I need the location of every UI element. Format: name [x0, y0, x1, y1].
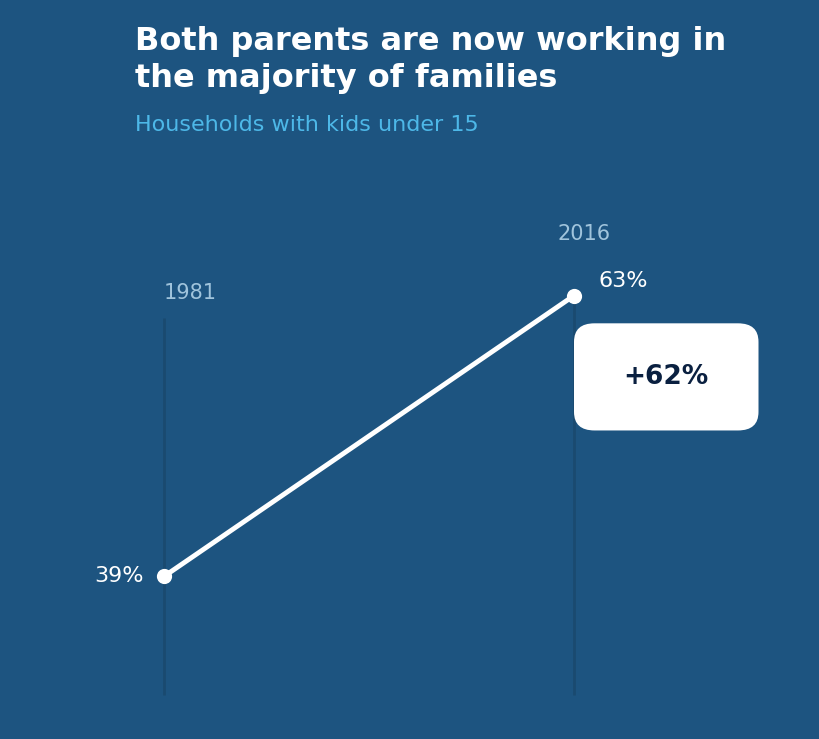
Text: Households with kids under 15: Households with kids under 15 — [135, 115, 478, 134]
Text: +62%: +62% — [623, 364, 708, 390]
FancyBboxPatch shape — [573, 324, 758, 430]
Point — [567, 290, 580, 302]
Text: 39%: 39% — [94, 566, 143, 587]
Point — [157, 571, 170, 582]
Text: 1981: 1981 — [164, 283, 217, 303]
Text: 63%: 63% — [598, 270, 647, 291]
Text: the majority of families: the majority of families — [135, 63, 557, 94]
Text: Both parents are now working in: Both parents are now working in — [135, 26, 726, 57]
Text: 2016: 2016 — [557, 224, 610, 244]
